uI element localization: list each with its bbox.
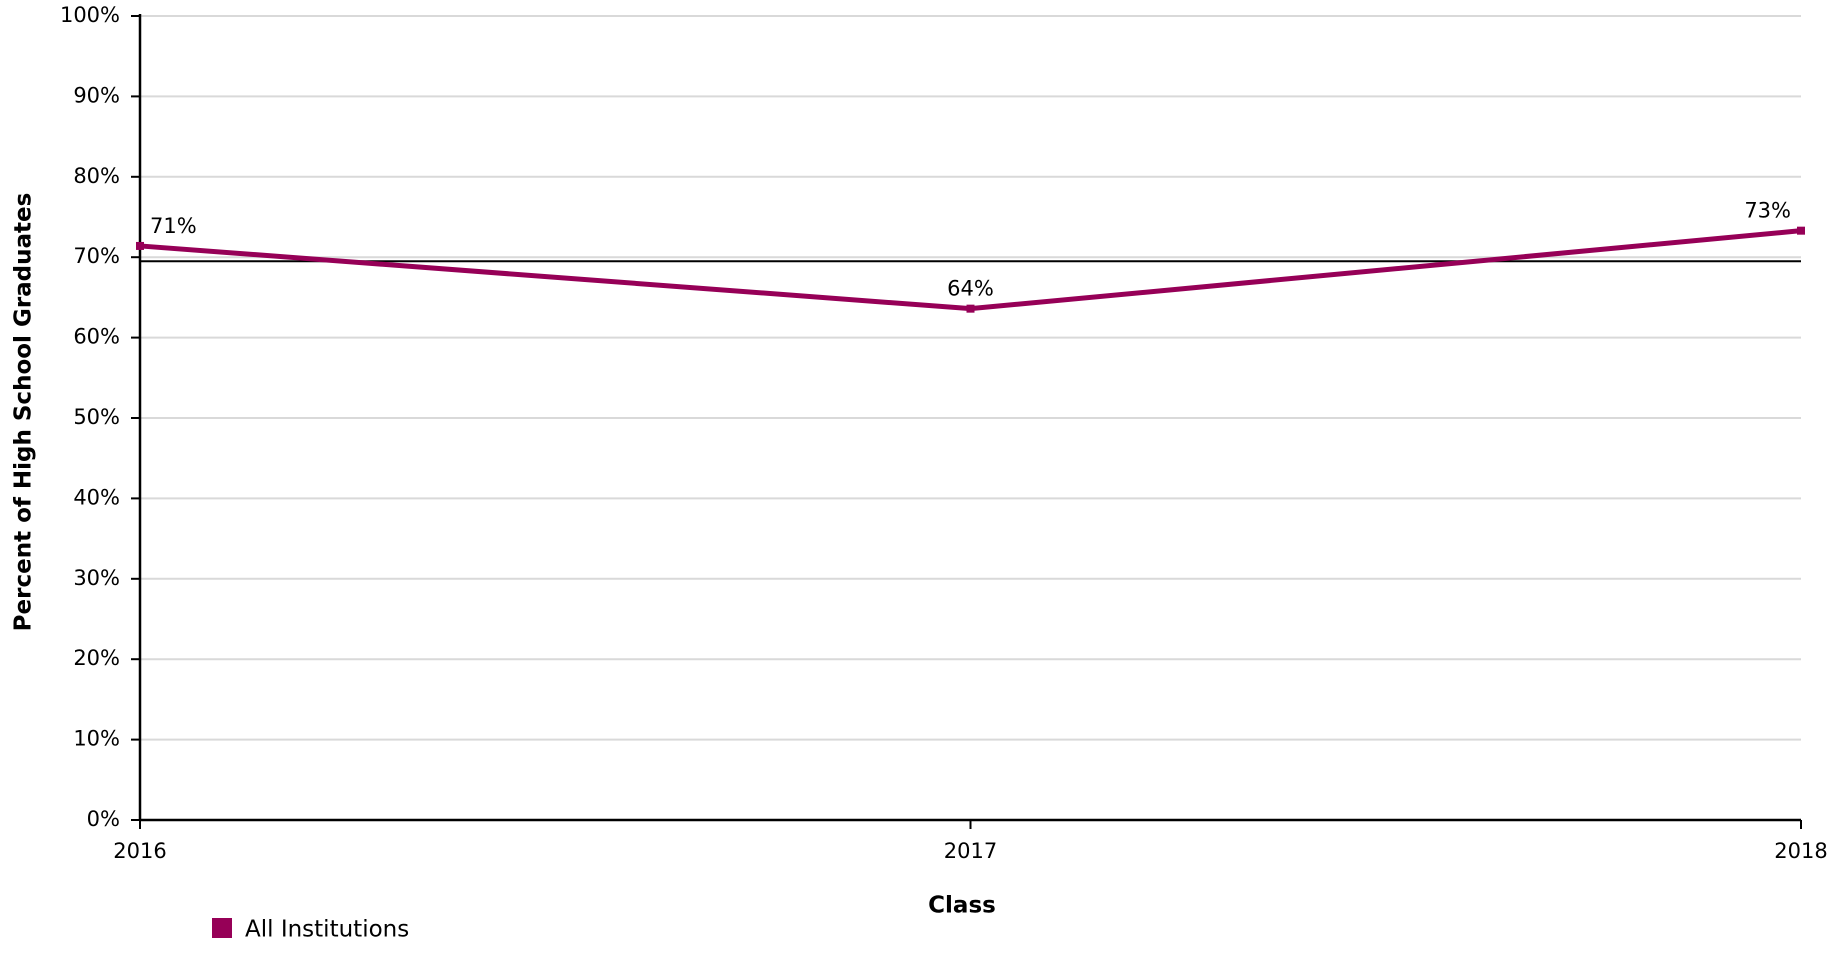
x-tick-label: 2017 <box>944 839 997 863</box>
data-label: 73% <box>1744 199 1791 223</box>
x-tick-label: 2018 <box>1774 839 1827 863</box>
y-tick-label: 60% <box>73 325 120 349</box>
y-tick-label: 80% <box>73 164 120 188</box>
x-tick-label: 2016 <box>113 839 166 863</box>
y-tick-label: 30% <box>73 566 120 590</box>
data-label: 64% <box>947 277 994 301</box>
y-tick-label: 40% <box>73 485 120 509</box>
y-tick-label: 0% <box>87 807 120 831</box>
point <box>1797 226 1805 235</box>
y-tick-label: 10% <box>73 727 120 751</box>
y-axis-label: Percent of High School Graduates <box>11 193 37 632</box>
x-axis-label: Class <box>928 893 996 919</box>
point <box>966 304 975 313</box>
y-tick-label: 70% <box>73 244 120 268</box>
legend-swatch <box>212 918 232 938</box>
y-tick-label: 50% <box>73 405 120 429</box>
y-tick-label: 20% <box>73 646 120 670</box>
y-tick-label: 90% <box>73 83 120 107</box>
point <box>136 241 144 250</box>
y-tick-label: 100% <box>60 3 120 27</box>
data-label: 71% <box>150 214 197 238</box>
legend-label: All Institutions <box>245 917 409 943</box>
